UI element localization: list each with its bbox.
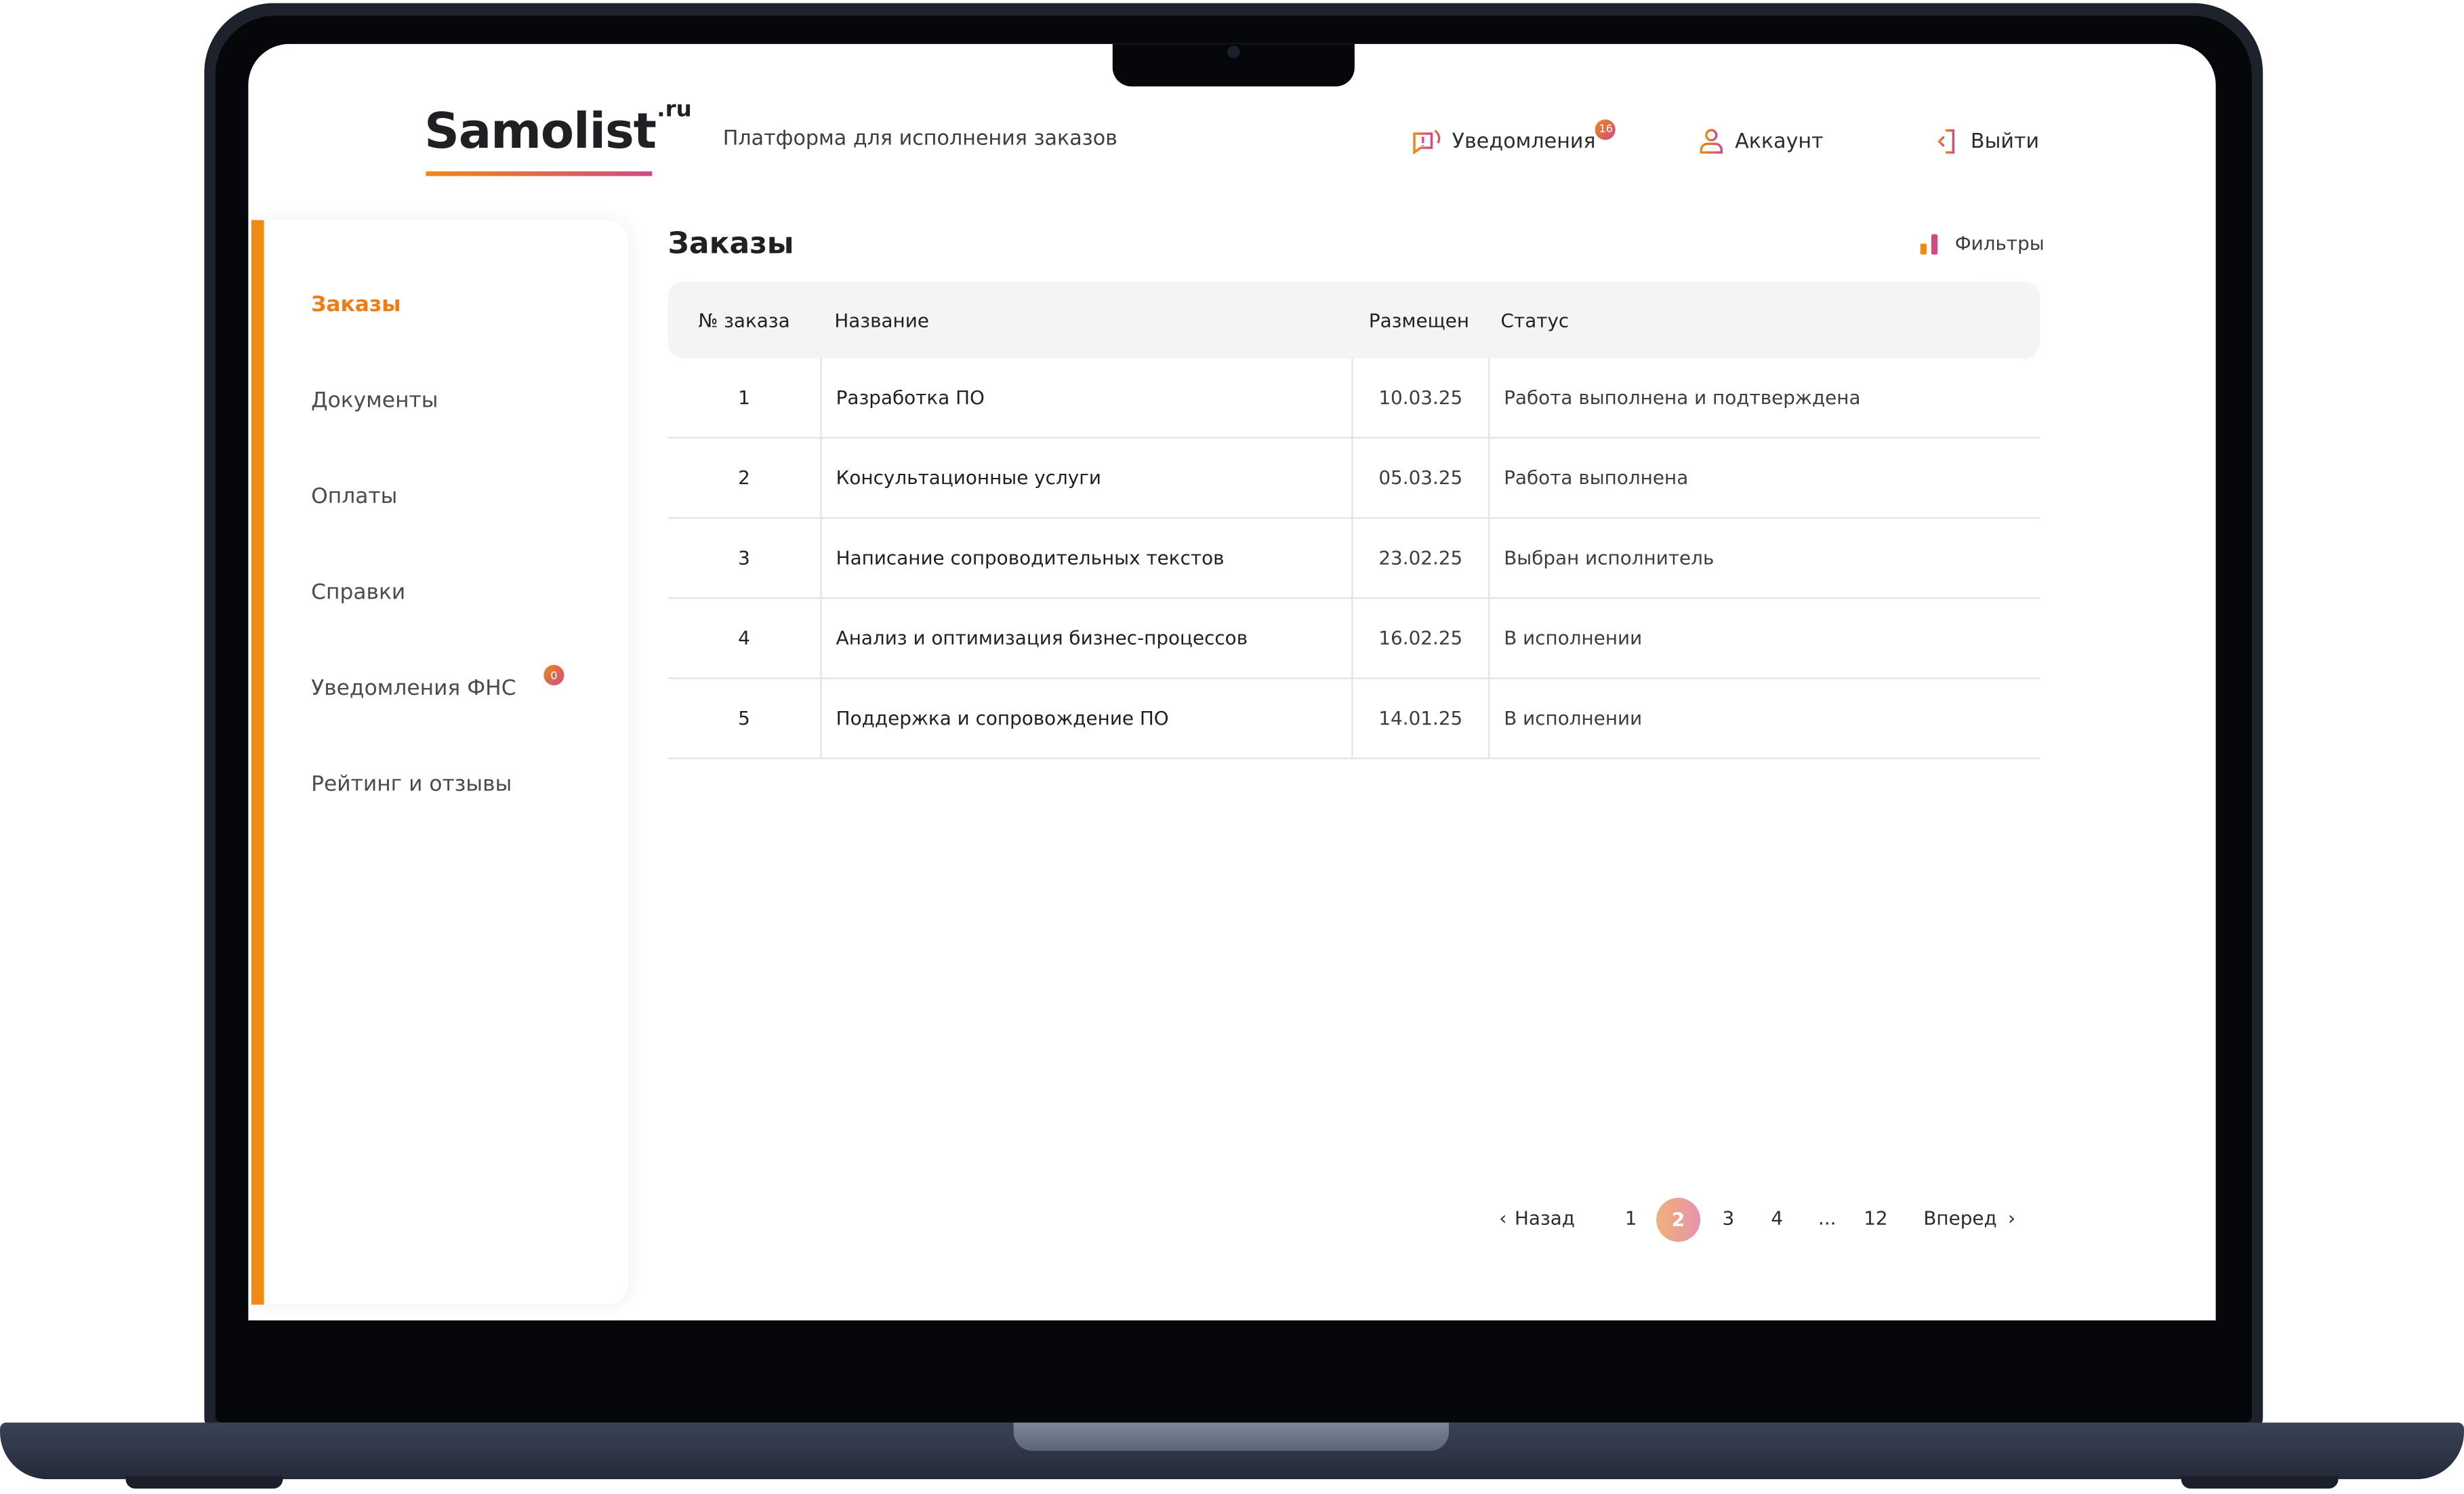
table-header: № заказа Название Размещен Статус: [668, 281, 2040, 359]
sidebar-item-rating-reviews[interactable]: Рейтинг и отзывы: [311, 771, 512, 797]
bar-chart-icon: [1920, 234, 1938, 255]
camera-icon: [1227, 45, 1240, 58]
order-status: В исполнении: [1487, 679, 2040, 758]
order-date: 23.02.25: [1351, 519, 1488, 598]
logout-icon: [1937, 129, 1955, 154]
table-row[interactable]: 3 Написание сопроводительных текстов 23.02…: [668, 519, 2040, 599]
notification-chat-icon: [1413, 129, 1441, 155]
table-row[interactable]: 1 Разработка ПО 10.03.25 Работа выполнена и…: [668, 358, 2040, 439]
logout-link[interactable]: Выйти: [1933, 127, 2039, 156]
pagination-ellipsis: ...: [1818, 1207, 1836, 1230]
table-row[interactable]: 5 Поддержка и сопровождение ПО 14.01.25 В и…: [668, 679, 2040, 760]
order-date: 14.01.25: [1351, 679, 1488, 758]
column-header-number[interactable]: № заказа: [698, 308, 790, 331]
sidebar-item-orders[interactable]: Заказы: [311, 292, 401, 318]
order-date: 10.03.25: [1351, 358, 1488, 437]
order-number: 2: [738, 466, 750, 489]
pagination-prev[interactable]: ‹ Назад: [1499, 1207, 1575, 1229]
order-number: 5: [738, 707, 750, 729]
order-name: Консультационные услуги: [820, 438, 1351, 517]
page-1[interactable]: 1: [1624, 1207, 1637, 1230]
laptop-lid-indent: [1013, 1422, 1450, 1451]
order-name: Поддержка и сопровождение ПО: [820, 679, 1351, 758]
screen: Samolist .ru Платформа для исполнения за…: [248, 43, 2216, 1320]
table-row[interactable]: 4 Анализ и оптимизация бизнес-процессов 16…: [668, 599, 2040, 679]
notifications-label: Уведомления: [1452, 129, 1596, 154]
laptop-foot: [2181, 1476, 2339, 1489]
sidebar: Заказы Документы Оплаты Справки Уведомле…: [251, 220, 629, 1305]
orders-table: № заказа Название Размещен Статус 1 Разра…: [668, 281, 2040, 760]
sidebar-item-fns-notifications[interactable]: Уведомления ФНС: [311, 676, 516, 702]
tagline: Платформа для исполнения заказов: [722, 127, 1117, 151]
chevron-left-icon: ‹: [1499, 1207, 1507, 1230]
sidebar-item-payments[interactable]: Оплаты: [311, 484, 398, 510]
filters-button[interactable]: Фильтры: [1918, 233, 2045, 255]
order-number: 4: [738, 627, 750, 649]
order-status: Работа выполнена: [1487, 438, 2040, 517]
logo-suffix: .ru: [657, 97, 692, 123]
notifications-link[interactable]: Уведомления 16: [1411, 119, 1616, 156]
account-label: Аккаунт: [1735, 129, 1824, 154]
page-title: Заказы: [668, 226, 794, 261]
pagination-next[interactable]: Вперед ›: [1923, 1207, 2015, 1229]
laptop-foot: [125, 1476, 283, 1489]
order-name: Анализ и оптимизация бизнес-процессов: [820, 599, 1351, 678]
filters-label: Фильтры: [1954, 233, 2045, 255]
account-link[interactable]: Аккаунт: [1697, 127, 1824, 156]
table-row[interactable]: 2 Консультационные услуги 05.03.25 Работа в…: [668, 438, 2040, 519]
fns-notifications-badge: 0: [543, 664, 564, 686]
order-name: Разработка ПО: [820, 358, 1351, 437]
page-4[interactable]: 4: [1771, 1207, 1784, 1230]
order-status: В исполнении: [1487, 599, 2040, 678]
order-name: Написание сопроводительных текстов: [820, 519, 1351, 598]
logo-underline: [426, 171, 653, 176]
logo[interactable]: Samolist: [424, 104, 657, 161]
order-status: Выбран исполнитель: [1487, 519, 2040, 598]
order-number: 1: [738, 386, 750, 409]
page-3[interactable]: 3: [1722, 1207, 1735, 1230]
column-header-status[interactable]: Статус: [1500, 308, 1569, 331]
order-date: 05.03.25: [1351, 438, 1488, 517]
sidebar-item-documents[interactable]: Документы: [311, 388, 438, 413]
logout-label: Выйти: [1970, 129, 2040, 154]
pagination-prev-label: Назад: [1514, 1207, 1576, 1230]
user-icon: [1700, 129, 1723, 154]
column-header-placed[interactable]: Размещен: [1368, 308, 1470, 331]
order-number: 3: [738, 546, 750, 569]
pagination-next-label: Вперед: [1923, 1207, 1997, 1230]
notifications-count-badge: 16: [1595, 119, 1616, 140]
sidebar-item-certificates[interactable]: Справки: [311, 580, 406, 605]
page-12[interactable]: 12: [1864, 1207, 1888, 1230]
column-header-name[interactable]: Название: [834, 308, 929, 331]
sidebar-accent-bar: [251, 220, 264, 1305]
order-status: Работа выполнена и подтверждена: [1487, 358, 2040, 437]
order-date: 16.02.25: [1351, 599, 1488, 678]
page-2-current[interactable]: 2: [1656, 1198, 1701, 1242]
chevron-right-icon: ›: [2008, 1207, 2016, 1230]
